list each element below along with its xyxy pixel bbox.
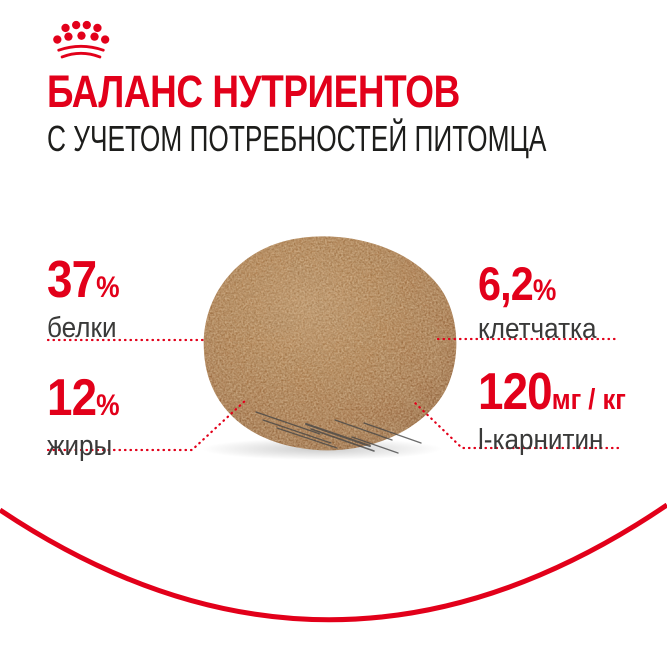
page-title: БАЛАНС НУТРИЕНТОВ [47, 66, 460, 117]
kibble-shadow [202, 438, 442, 460]
stat-fiber-label: клетчатка [478, 313, 597, 345]
page-subtitle: С УЧЕТОМ ПОТРЕБНОСТЕЙ ПИТОМЦА [47, 118, 547, 159]
stat-fiber: 6,2% клетчатка [478, 260, 610, 344]
stat-fiber-value: 6,2% [478, 257, 557, 310]
stat-fat-label: жиры [47, 430, 113, 462]
stat-carnitine-value: 120мг / кг [478, 363, 626, 421]
shadow-hatch-lines [255, 411, 422, 454]
stat-protein-value: 37% [47, 251, 120, 309]
kibble-image [203, 236, 457, 451]
stat-protein: 37% белки [47, 254, 130, 343]
stat-carnitine: 120мг / кг l-карнитин [478, 366, 646, 455]
royal-canin-crown-icon [53, 20, 110, 59]
stat-fat-value: 12% [47, 369, 120, 427]
stat-carnitine-label: l-карнитин [478, 424, 604, 456]
stat-fat: 12% жиры [47, 372, 130, 461]
bottom-arc [0, 502, 667, 623]
stat-protein-label: белки [47, 312, 117, 344]
